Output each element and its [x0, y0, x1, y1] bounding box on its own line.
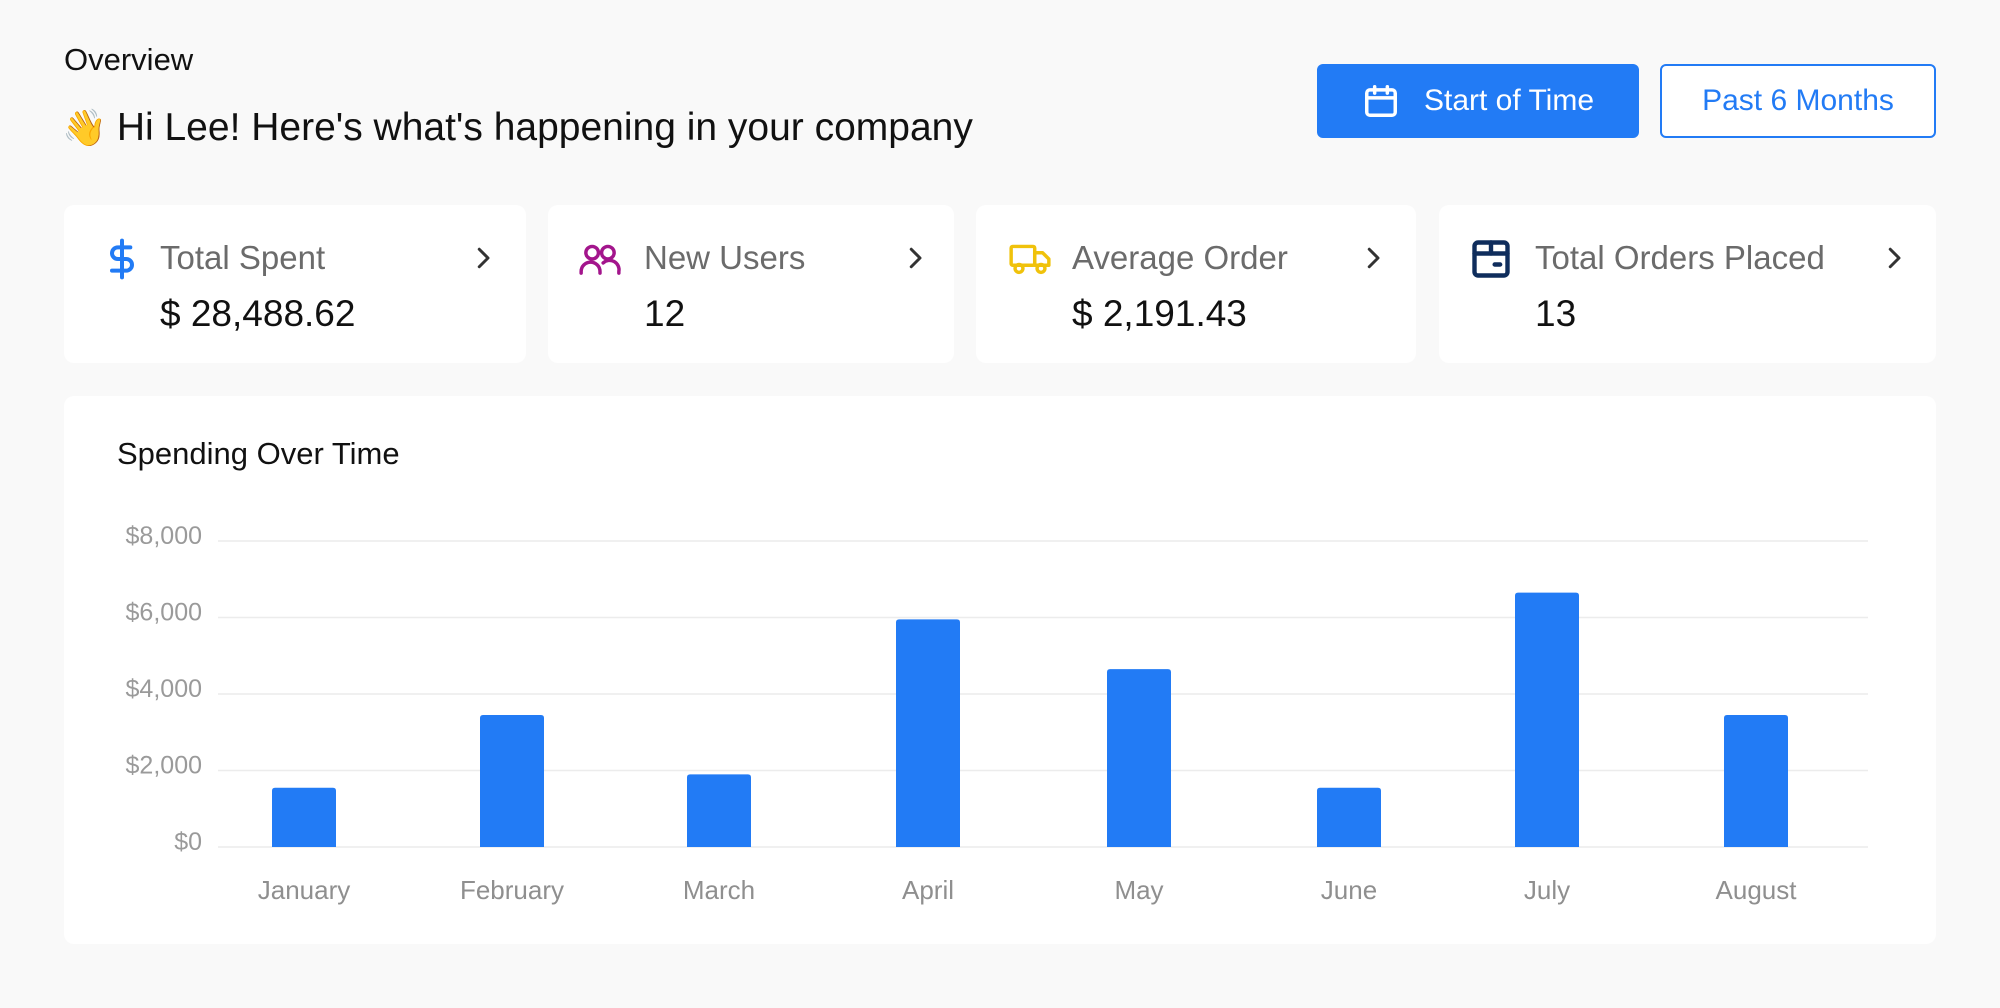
- bar-july[interactable]: [1515, 592, 1579, 847]
- start-of-time-label: Start of Time: [1423, 84, 1595, 117]
- bar-may[interactable]: [1107, 669, 1171, 847]
- spending-chart-card: [64, 396, 1936, 944]
- chevron-right-icon[interactable]: [1358, 243, 1388, 273]
- x-tick-label: April: [902, 875, 954, 905]
- y-tick-label: $6,000: [126, 599, 202, 627]
- stat-value: $ 2,191.43: [1072, 293, 1247, 334]
- greeting-heading: 👋 Hi Lee! Here's what's happening in you…: [62, 106, 973, 150]
- bar-april[interactable]: [896, 619, 960, 847]
- chevron-right-icon[interactable]: [468, 243, 498, 273]
- chevron-right-icon[interactable]: [1879, 243, 1909, 273]
- stat-label: Total Orders Placed: [1535, 239, 1825, 276]
- chart-title: Spending Over Time: [117, 436, 400, 471]
- stat-card-total-orders[interactable]: Total Orders Placed 13: [1439, 205, 1936, 363]
- x-tick-label: March: [683, 875, 755, 905]
- stat-label: New Users: [644, 239, 806, 276]
- stat-value: 12: [644, 293, 686, 334]
- calendar-icon: [1362, 82, 1400, 120]
- stat-card-total-spent[interactable]: Total Spent $ 28,488.62: [64, 205, 526, 363]
- dollar-icon: [100, 237, 144, 281]
- package-icon: [1469, 237, 1513, 281]
- y-tick-label: $0: [174, 828, 202, 856]
- x-tick-label: June: [1321, 875, 1377, 905]
- x-tick-label: January: [258, 875, 351, 905]
- stat-label: Total Spent: [160, 239, 326, 276]
- x-tick-label: July: [1524, 875, 1570, 905]
- x-tick-label: February: [460, 875, 564, 905]
- stat-value: 13: [1535, 293, 1577, 334]
- overview-label: Overview: [64, 42, 194, 77]
- chevron-right-icon[interactable]: [900, 243, 930, 273]
- start-of-time-button[interactable]: Start of Time: [1317, 64, 1639, 138]
- y-tick-label: $4,000: [126, 675, 202, 703]
- past-6-months-label: Past 6 Months: [1702, 84, 1894, 117]
- x-tick-label: August: [1716, 875, 1798, 905]
- wave-emoji-icon: 👋: [62, 107, 107, 148]
- bar-january[interactable]: [272, 787, 336, 847]
- bar-march[interactable]: [687, 774, 751, 847]
- x-tick-label: May: [1114, 875, 1163, 905]
- bar-june[interactable]: [1317, 787, 1381, 847]
- y-tick-label: $2,000: [126, 752, 202, 780]
- stat-card-new-users[interactable]: New Users 12: [548, 205, 954, 363]
- bar-august[interactable]: [1724, 715, 1788, 847]
- greeting-text: Hi Lee! Here's what's happening in your …: [116, 106, 973, 149]
- stat-value: $ 28,488.62: [160, 293, 356, 334]
- truck-icon: [1008, 237, 1052, 281]
- users-icon: [578, 237, 622, 281]
- stat-label: Average Order: [1072, 239, 1288, 276]
- bar-february[interactable]: [480, 715, 544, 847]
- stat-card-average-order[interactable]: Average Order $ 2,191.43: [976, 205, 1416, 363]
- y-tick-label: $8,000: [126, 522, 202, 550]
- past-6-months-button[interactable]: Past 6 Months: [1660, 64, 1936, 138]
